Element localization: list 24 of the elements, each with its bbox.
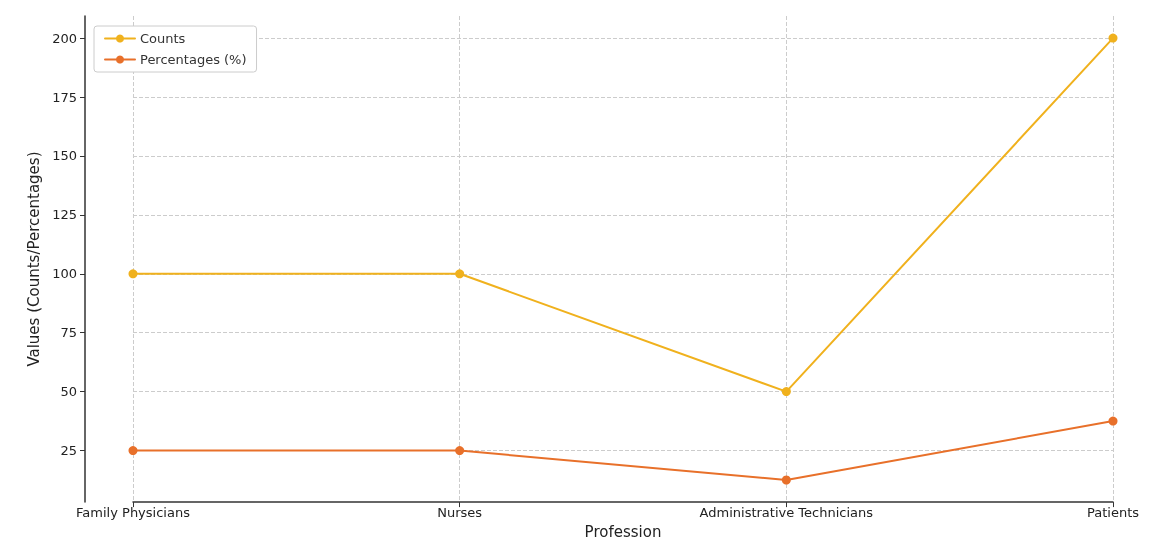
point xyxy=(128,269,138,279)
point xyxy=(1108,33,1118,43)
y-tick-label: 50 xyxy=(60,384,77,400)
x-tick-label: Family Physicians xyxy=(76,505,191,521)
y-tick-label: 75 xyxy=(60,325,77,341)
y-tick-label: 25 xyxy=(60,443,77,459)
x-tick-label: Patients xyxy=(1086,505,1140,521)
x-tick-label: Administrative Technicians xyxy=(699,505,874,521)
point xyxy=(455,269,465,279)
point xyxy=(781,387,791,397)
legend-label: Percentages (%) xyxy=(140,52,247,67)
y-tick-label: 200 xyxy=(52,30,77,46)
point xyxy=(455,446,465,456)
y-axis-title: Values (Counts/Percentages) xyxy=(24,151,43,367)
y-tick-label: 150 xyxy=(52,148,77,164)
x-axis-title: Profession xyxy=(584,522,662,541)
point xyxy=(781,475,791,485)
x-tick-label: Nurses xyxy=(437,505,483,521)
legend-label: Counts xyxy=(140,31,186,46)
y-tick-label: 100 xyxy=(52,266,77,282)
point xyxy=(1108,416,1118,426)
y-tick-label: 125 xyxy=(52,207,77,223)
point xyxy=(128,446,138,456)
y-tick-label: 175 xyxy=(52,89,77,105)
